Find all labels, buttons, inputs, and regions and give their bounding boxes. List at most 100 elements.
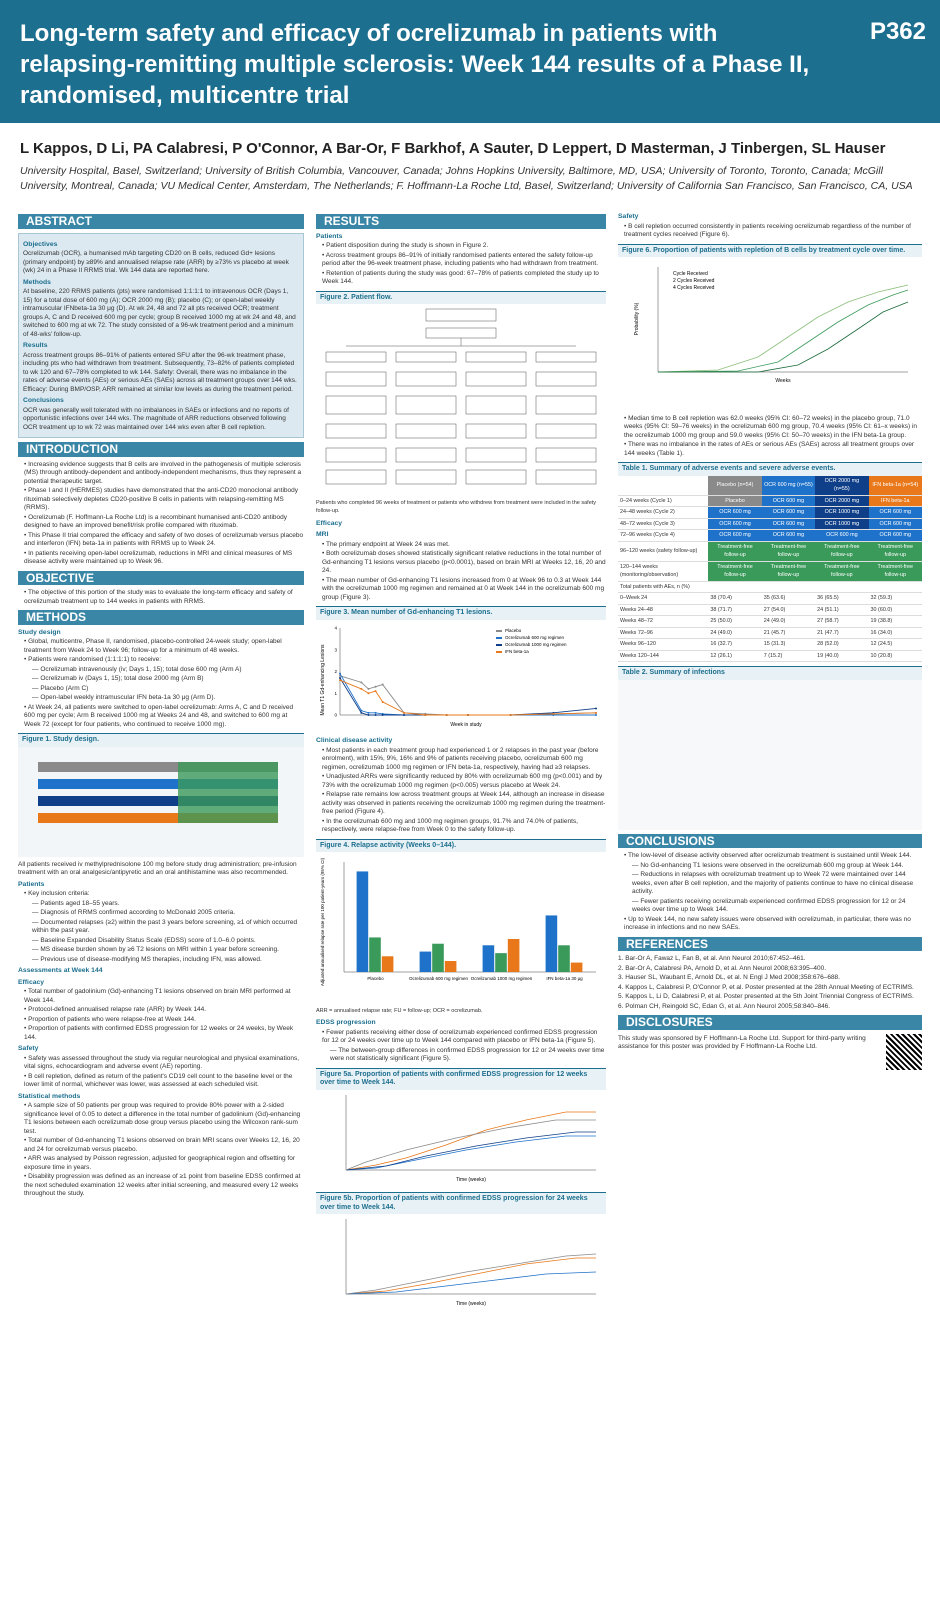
design-subbullet: — Ocrelizumab iv (Days 1, 15); total dos… bbox=[32, 675, 204, 682]
objective-text: • The objective of this portion of the s… bbox=[24, 589, 293, 605]
fig3-point bbox=[339, 676, 341, 679]
safety-heading: Safety bbox=[18, 1045, 39, 1052]
fig3-y-tick: 4 bbox=[334, 625, 337, 630]
efficacy-bullet: • Proportion of patients with confirmed … bbox=[24, 1025, 294, 1041]
objectives-text: Ocrelizumab (OCR), a humanised mAb targe… bbox=[23, 250, 289, 274]
edss-heading: EDSS progression bbox=[316, 1019, 376, 1026]
fig3-point bbox=[403, 711, 405, 714]
intro-bullet: • Ocrelizumab (F. Hoffmann-La Roche Ltd)… bbox=[24, 513, 288, 530]
column-middle: RESULTS Patients • Patient disposition d… bbox=[316, 210, 606, 1317]
fig3-point bbox=[552, 712, 555, 715]
column-right: Safety • B cell repletion occurred consi… bbox=[618, 210, 922, 1070]
fig4-bar bbox=[570, 962, 583, 972]
patients-subbullet: — Baseline Expanded Disability Status Sc… bbox=[32, 936, 256, 944]
clinical-bullet: • Most patients in each treatment group … bbox=[322, 746, 599, 771]
fig3-point bbox=[595, 711, 597, 714]
reference-item: 1. Bar-Or A, Fawaz L, Fan B, et al. Ann … bbox=[618, 955, 806, 962]
table-row: 0–Week 24 38 (70.4) 35 (63.6) 36 (65.5) 32 (… bbox=[618, 592, 922, 605]
figure-4-note: ARR = annualised relapse rate; FU = foll… bbox=[316, 1007, 483, 1014]
fig6-bullet: • There was no imbalance in the rates of… bbox=[624, 441, 915, 457]
table-row: Weeks 96–120 16 (32.7) 15 (31.3) 28 (52.0) 1… bbox=[618, 638, 922, 651]
fig4-bar bbox=[558, 945, 570, 972]
disclosures-text: This study was sponsored by F Hoffmann-L… bbox=[618, 1034, 866, 1051]
table-row: Weeks 24–48 38 (71.7) 27 (54.0) 24 (51.1) 30… bbox=[618, 604, 922, 616]
figure-2: Figure 2. Patient flow. Patients who com… bbox=[316, 290, 606, 516]
fig4-y-label: Adjusted annualised relapse rate per 100… bbox=[320, 857, 325, 986]
fig3-point bbox=[360, 687, 363, 690]
intro-bullet: • This Phase II trial compared the effic… bbox=[24, 531, 304, 548]
fig6-legend-1: Cycle Received bbox=[673, 271, 708, 277]
fig3-series-line bbox=[339, 679, 597, 715]
fig4-bar bbox=[482, 945, 495, 972]
patients-subbullet: — Patients aged 18–55 years. bbox=[32, 899, 120, 907]
results-patients-bullet: • Retention of patients during the study… bbox=[322, 269, 599, 286]
design-bullet: • At Week 24, all patients were switched… bbox=[24, 703, 294, 728]
fig4-bar bbox=[419, 951, 432, 972]
design-bullet: • Patients were randomised (1:1:1:1) to … bbox=[24, 656, 162, 663]
poster-header: Long-term safety and efficacy of ocreliz… bbox=[0, 0, 940, 123]
patients-subbullet: — Documented relapses (≥2) within the pa… bbox=[32, 918, 298, 935]
fig3-point bbox=[381, 683, 384, 686]
fig3-point bbox=[360, 711, 363, 714]
intro-bullet: • Increasing evidence suggests that B ce… bbox=[24, 460, 302, 485]
mri-bullet: • Both ocrelizumab doses showed statisti… bbox=[322, 550, 606, 574]
statistics-heading: Statistical methods bbox=[18, 1092, 81, 1100]
study-design-heading: Study design bbox=[18, 628, 61, 636]
patients-subbullet: — Previous use of disease-modifying MS t… bbox=[32, 955, 262, 963]
author-list: L Kappos, D Li, PA Calabresi, P O'Connor… bbox=[20, 140, 886, 157]
infections-table-placeholder bbox=[618, 679, 922, 830]
fig3-point bbox=[374, 689, 377, 692]
references-heading: REFERENCES bbox=[618, 936, 922, 951]
stat-bullet: • Total number of Gd-enhancing T1 lesion… bbox=[24, 1137, 300, 1153]
patients-subbullet: — Diagnosis of RRMS confirmed according … bbox=[32, 909, 236, 916]
affiliation-list: University Hospital, Basel, Switzerland;… bbox=[20, 165, 913, 192]
table-row: 96–120 weeks (safety follow-up) Treatment… bbox=[618, 541, 922, 562]
fig4-bar bbox=[369, 937, 381, 972]
fig4-category-label: IFN beta-1a 30 μg bbox=[546, 976, 583, 981]
fig4-category-label: Ocrelizumab 1000 mg regimen bbox=[471, 976, 533, 981]
table-row: 120–144 weeks (monitoring/observation) Tr… bbox=[618, 561, 922, 582]
fig3-point bbox=[367, 711, 370, 714]
conclusion-subbullet: — Fewer patients receiving ocrelizumab e… bbox=[632, 897, 906, 914]
reference-item: 4. Kappos L, Calabresi P, O'Connor P, et… bbox=[618, 983, 914, 991]
fig3-point bbox=[467, 713, 469, 716]
fig3-point bbox=[374, 685, 377, 688]
table-row: Total patients with AEs, n (%) bbox=[618, 581, 922, 593]
clinical-heading: Clinical disease activity bbox=[316, 737, 393, 744]
intro-bullet: • In patients receiving open-label ocrel… bbox=[24, 549, 293, 566]
results-patients-bullet: • Patient disposition during the study i… bbox=[322, 242, 489, 249]
reference-item: 2. Bar-Or A, Calabresi PA, Arnold D, et … bbox=[618, 964, 827, 972]
fig3-y-tick: 2 bbox=[334, 669, 337, 674]
methods-text: At baseline, 220 RRMS patients (pts) wer… bbox=[23, 288, 296, 338]
intro-bullet: • Phase I and II (HERMES) studies have d… bbox=[24, 487, 298, 511]
fig4-bar bbox=[444, 961, 457, 972]
fig3-legend-swatch bbox=[496, 629, 502, 632]
results-text: Across treatment groups 86–91% of patien… bbox=[23, 351, 297, 393]
figure-3: Figure 3. Mean number of Gd-enhancing T1… bbox=[316, 606, 606, 733]
conclusion-bullet: • Up to Week 144, no new safety issues w… bbox=[624, 915, 911, 932]
stat-bullet: • A sample size of 50 patients per group… bbox=[24, 1102, 301, 1135]
poster-code: P362 bbox=[869, 18, 926, 45]
efficacy-bullet: • Total number of gadolinium (Gd)-enhanc… bbox=[24, 988, 291, 1004]
fig3-y-tick: 0 bbox=[334, 712, 337, 717]
disclosures-heading: DISCLOSURES bbox=[618, 1015, 922, 1030]
patients-heading: Patients bbox=[18, 880, 45, 888]
fig6-bullet: • Median time to B cell repletion was 62… bbox=[624, 414, 918, 439]
table-2-caption: Table 2. Summary of infections bbox=[618, 667, 922, 680]
figure-1-note: All patients received iv methylprednisol… bbox=[18, 860, 297, 877]
qr-code-icon[interactable] bbox=[886, 1033, 922, 1070]
efficacy-results-heading: Efficacy bbox=[316, 519, 343, 527]
fig3-point bbox=[367, 691, 370, 694]
safety-bullet: • B cell repletion, defined as return of… bbox=[24, 1072, 293, 1089]
b-cell-repletion-chart: Cycle Received 2 Cycles Received 4 Cycle… bbox=[634, 267, 909, 384]
fig3-point bbox=[595, 706, 597, 709]
edss-24wk-step-chart: Time (weeks) bbox=[345, 1219, 597, 1307]
fig3-point bbox=[360, 680, 363, 683]
fig5b-x-label: Time (weeks) bbox=[456, 1301, 486, 1307]
edss-subbullet: — The between-group differences in confi… bbox=[330, 1046, 605, 1063]
edss-bullet: • Fewer patients receiving either dose o… bbox=[322, 1028, 598, 1045]
fig6-legend-3: 4 Cycles Received bbox=[673, 285, 715, 291]
fig4-category-label: Ocrelizumab 600 mg regimen bbox=[409, 976, 469, 981]
figure-6: Figure 6. Proportion of patients with re… bbox=[618, 243, 922, 411]
figure-2-note: Patients who completed 96 weeks of treat… bbox=[316, 499, 597, 515]
